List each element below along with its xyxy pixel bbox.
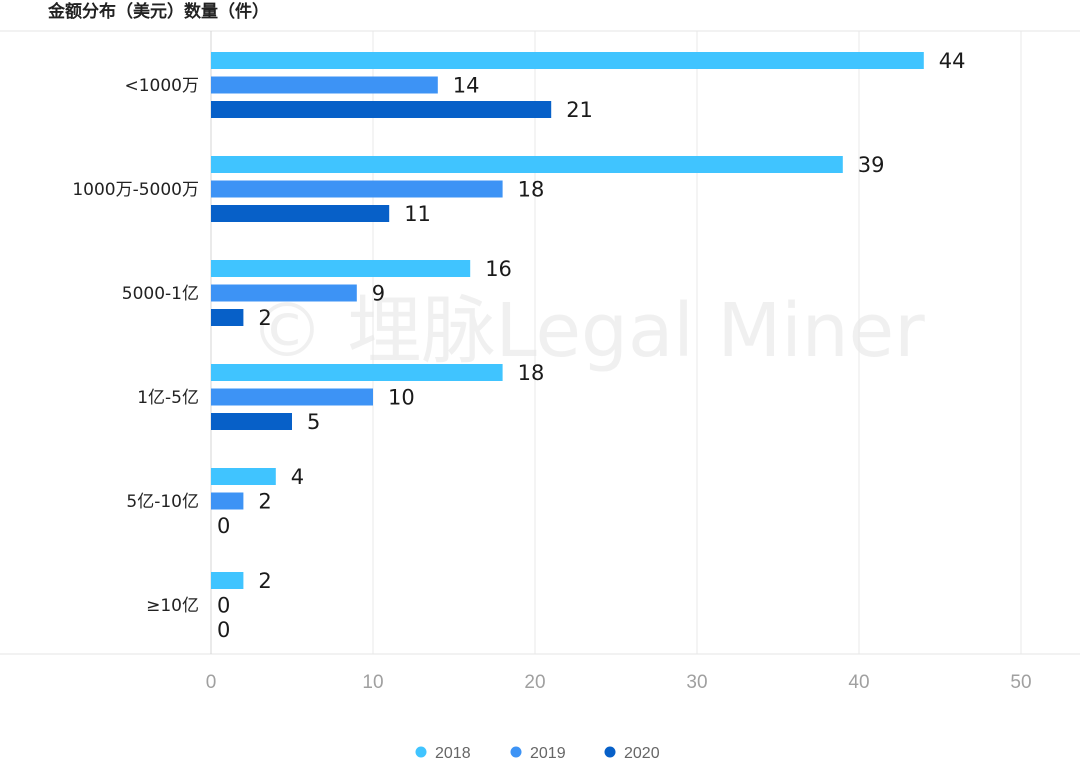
data-label: 0: [217, 514, 230, 538]
chart-title: 金额分布（美元）数量（件）: [47, 1, 269, 22]
data-label: 10: [388, 386, 415, 410]
bar-2019: [211, 180, 503, 198]
category-label: 5000-1亿: [122, 284, 199, 304]
legend-label: 2019: [530, 745, 566, 762]
bar-2018: [211, 572, 244, 589]
data-label: 2: [258, 490, 271, 514]
x-tick-label: 20: [524, 672, 545, 693]
bar-2018: [211, 156, 843, 173]
x-tick-label: 50: [1010, 672, 1031, 693]
bar-2020: [211, 413, 292, 430]
data-label: 16: [485, 257, 512, 281]
category-labels: <1000万 1000万-5000万 5000-1亿 1亿-5亿 5亿-10亿 ≥10亿: [72, 76, 199, 616]
category-label: 1000万-5000万: [72, 180, 199, 200]
category-label: ≥10亿: [146, 596, 199, 616]
legend-marker: [510, 746, 522, 758]
data-label: 2: [258, 569, 271, 593]
data-label: 18: [518, 178, 545, 202]
legend-item-2020[interactable]: 2020: [604, 745, 660, 762]
data-label: 11: [404, 202, 431, 226]
bar-2019: [211, 284, 357, 302]
x-tick-label: 0: [206, 672, 217, 693]
x-tick-label: 30: [686, 672, 707, 693]
bar-2019: [211, 388, 373, 406]
legend-marker: [604, 746, 616, 758]
watermark-text: © 埋脉Legal Miner: [250, 288, 925, 374]
legend[interactable]: 2018 2019 2020: [415, 745, 660, 762]
bar-2020: [211, 309, 244, 326]
data-label: 39: [858, 153, 885, 177]
bar-2018: [211, 52, 924, 69]
legend-marker: [415, 746, 427, 758]
legend-label: 2018: [435, 745, 471, 762]
data-label: 21: [566, 98, 593, 122]
data-label: 18: [518, 361, 545, 385]
legend-label: 2020: [624, 745, 660, 762]
legend-item-2019[interactable]: 2019: [510, 745, 566, 762]
bar-2020: [211, 205, 390, 222]
gridlines: [210, 31, 1022, 654]
data-label: 2: [258, 306, 271, 330]
legend-item-2018[interactable]: 2018: [415, 745, 471, 762]
category-label: <1000万: [124, 76, 199, 96]
category-label: 5亿-10亿: [126, 492, 199, 512]
data-label: 44: [939, 49, 966, 73]
data-label: 14: [453, 74, 480, 98]
bar-2018: [211, 260, 471, 277]
bar-2020: [211, 101, 552, 118]
data-label: 9: [372, 282, 385, 306]
bar-2019: [211, 492, 244, 510]
data-label: 5: [307, 410, 320, 434]
data-label: 0: [217, 618, 230, 642]
bar-2018: [211, 468, 276, 485]
data-label: 0: [217, 594, 230, 618]
data-label: 4: [291, 465, 304, 489]
x-tick-label: 40: [848, 672, 869, 693]
x-tick-label: 10: [362, 672, 383, 693]
bar-2018: [211, 364, 503, 381]
category-label: 1亿-5亿: [137, 388, 199, 408]
x-axis-ticks: 0 10 20 30 40 50: [206, 672, 1032, 693]
bar-2019: [211, 76, 438, 94]
